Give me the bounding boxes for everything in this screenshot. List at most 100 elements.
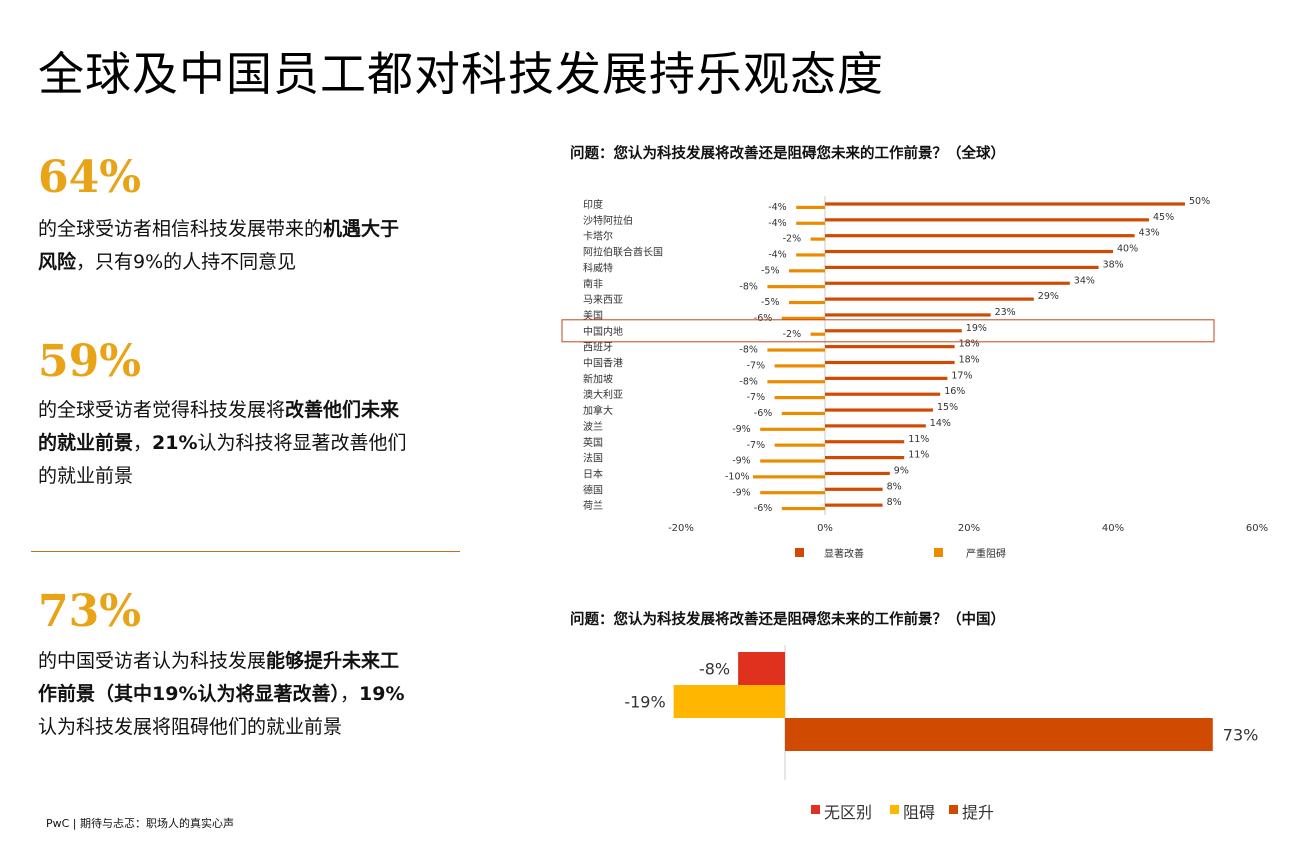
global-legend-improve-label: 显著改善 — [824, 547, 864, 560]
china-legend-label: 阻碍 — [903, 803, 935, 822]
global-bar-improve — [825, 297, 1034, 301]
global-bar-hinder-label: -8% — [739, 345, 758, 356]
global-bar-improve-label: 34% — [1074, 275, 1095, 286]
stat-china-improve-text: 的中国受访者认为科技发展能够提升未来工作前景（其中19%认为将显著改善），19%… — [38, 645, 418, 744]
global-bar-hinder-label: -9% — [732, 487, 751, 498]
global-bar-hinder-label: -9% — [732, 424, 751, 435]
global-category-label: 澳大利亚 — [583, 388, 623, 401]
global-category-label: 卡塔尔 — [583, 230, 613, 243]
global-bar-hinder — [796, 221, 825, 225]
section-divider — [31, 551, 460, 552]
global-bar-hinder — [810, 332, 825, 336]
global-bar-hinder — [753, 475, 825, 479]
china-legend-swatch — [811, 805, 820, 814]
global-legend-hinder-swatch — [934, 548, 943, 557]
stat-text-part: ， — [133, 432, 153, 454]
global-bar-hinder-label: -7% — [747, 440, 766, 451]
global-bar-improve-label: 18% — [959, 355, 980, 366]
global-bar-hinder — [781, 411, 825, 416]
global-bar-hinder — [789, 300, 825, 305]
global-bar-hinder-label: -7% — [747, 361, 766, 372]
china-bar-label: 73% — [1223, 726, 1259, 745]
global-category-label: 加拿大 — [583, 404, 613, 417]
global-bar-improve-label: 50% — [1189, 196, 1210, 207]
global-bar-hinder-label: -4% — [768, 250, 787, 261]
global-bar-improve-label: 14% — [930, 418, 951, 429]
global-bar-improve-label: 19% — [966, 323, 987, 334]
global-bar-improve-label: 11% — [908, 434, 929, 445]
global-category-label: 英国 — [583, 436, 603, 449]
global-bar-improve-label: 8% — [887, 497, 902, 508]
global-bar-hinder-label: -8% — [739, 376, 758, 387]
global-bar-hinder — [760, 427, 825, 431]
global-bar-improve-label: 17% — [951, 370, 972, 381]
china-bar-2 — [785, 718, 1213, 751]
global-bar-improve-label: 23% — [995, 307, 1016, 318]
global-legend-improve-swatch — [795, 548, 804, 557]
global-bar-improve — [825, 360, 955, 365]
china-chart-title: 问题：您认为科技发展将改善还是阻碍您未来的工作前景？（中国） — [570, 612, 1005, 628]
global-bar-hinder — [760, 459, 825, 463]
global-x-tick-label: -20% — [668, 523, 694, 534]
global-category-label: 南非 — [583, 277, 603, 290]
global-bar-hinder — [760, 491, 825, 495]
global-bar-hinder — [774, 396, 825, 400]
global-bar-improve — [825, 202, 1185, 206]
global-bar-improve — [825, 440, 905, 444]
global-category-label: 阿拉伯联合酋长国 — [583, 246, 663, 259]
global-bar-improve-label: 15% — [937, 402, 958, 413]
global-bar-hinder-label: -2% — [783, 329, 802, 340]
stat-text-part: 的全球受访者相信科技发展带来的 — [38, 218, 324, 240]
stat-text-part: 21% — [152, 432, 198, 454]
china-bar-0 — [738, 652, 785, 685]
global-bar-hinder-label: -8% — [739, 281, 758, 292]
global-category-label: 美国 — [583, 309, 603, 322]
global-bar-hinder — [781, 506, 825, 511]
stat-global-improve-text: 的全球受访者觉得科技发展将改善他们未来的就业前景，21%认为科技将显著改善他们的… — [38, 394, 418, 493]
global-bar-hinder-label: -4% — [768, 202, 787, 213]
global-bar-hinder — [767, 348, 825, 352]
stat-text-part: 的全球受访者觉得科技发展将 — [38, 399, 286, 421]
global-bar-improve — [825, 392, 941, 396]
stat-global-opportunity-text: 的全球受访者相信科技发展带来的机遇大于风险，只有9%的人持不同意见 — [38, 213, 418, 279]
global-bar-improve-label: 18% — [959, 339, 980, 350]
global-category-label: 新加坡 — [583, 372, 613, 385]
global-category-label: 印度 — [583, 198, 603, 211]
global-bar-hinder — [767, 380, 825, 384]
global-category-label: 荷兰 — [583, 499, 603, 512]
china-legend-swatch — [890, 805, 899, 814]
stat-text-part: 能够提升未来工作前景（其中19%认为将显著改善） — [38, 650, 400, 705]
global-x-tick-label: 60% — [1246, 523, 1268, 534]
global-bar-improve-label: 43% — [1139, 228, 1160, 239]
global-bar-improve — [825, 376, 948, 380]
footer-source: PwC | 期待与忐忑：职场人的真实心声 — [46, 817, 235, 830]
global-bar-improve — [825, 424, 926, 428]
global-bar-improve-label: 8% — [887, 481, 902, 492]
global-x-tick-label: 20% — [958, 523, 980, 534]
global-category-label: 中国内地 — [583, 325, 623, 338]
global-bar-hinder — [781, 316, 825, 320]
global-bar-improve — [825, 408, 933, 412]
global-bar-hinder-label: -4% — [768, 218, 787, 229]
global-bar-improve — [825, 218, 1149, 222]
global-x-tick-label: 40% — [1102, 523, 1124, 534]
global-category-label: 马来西亚 — [583, 294, 623, 306]
stat-text-part: ， — [339, 683, 359, 705]
global-bar-hinder — [796, 205, 825, 209]
china-legend-label: 提升 — [962, 803, 994, 822]
global-bar-improve-label: 38% — [1103, 259, 1124, 270]
global-category-label: 科威特 — [583, 261, 613, 274]
global-bar-improve — [825, 456, 905, 460]
global-bar-hinder — [774, 364, 825, 368]
stat-global-opportunity: 64% — [38, 152, 142, 203]
global-bar-improve — [825, 329, 962, 333]
stat-text-part: 认为科技将显著改善他们的就业前景 — [38, 432, 407, 487]
china-bar-label: -8% — [699, 660, 730, 679]
global-bar-improve-label: 45% — [1153, 212, 1174, 223]
global-legend-hinder-label: 严重阻碍 — [966, 547, 1006, 560]
global-bar-improve-label: 40% — [1117, 244, 1138, 255]
stat-text-part: 的中国受访者认为科技发展 — [38, 650, 267, 672]
global-bar-improve — [825, 234, 1135, 238]
global-bar-hinder — [789, 269, 825, 273]
